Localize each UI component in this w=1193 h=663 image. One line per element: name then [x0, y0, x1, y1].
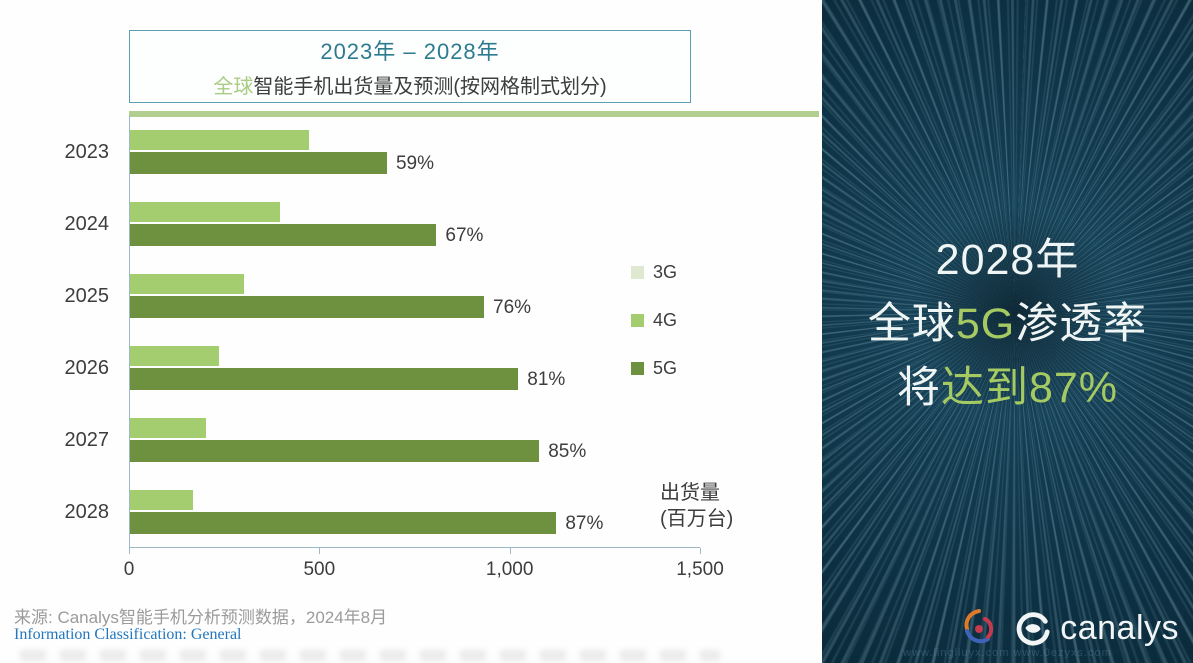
year-label-2023: 2023: [64, 141, 110, 163]
promo-headline: 2028年 全球5G渗透率 将达到87%: [822, 228, 1193, 420]
x-axis-unit-label: 出货量 (百万台): [660, 480, 770, 532]
pct-label-2028: 87%: [565, 513, 604, 534]
pct-label-2023: 59%: [395, 153, 434, 174]
year-label-2028: 2028: [64, 501, 110, 523]
legend-swatch-4g: [631, 314, 644, 327]
canalys-logo-text: canalys: [1060, 608, 1179, 647]
chart-title-main: 全球智能手机出货量及预测(按网格制式划分): [213, 70, 606, 99]
x-tick: [509, 548, 511, 554]
x-axis-line: [129, 547, 700, 548]
bar-5g-2027: [130, 440, 540, 462]
headline-line3: 将达到87%: [896, 364, 1119, 412]
x-tick: [700, 548, 701, 554]
bar-5g-2025: [130, 296, 485, 318]
logo-row: canalys: [958, 607, 1179, 649]
legend-item-5g: 5G: [631, 358, 677, 379]
canalys-swirl-icon: [1016, 612, 1050, 646]
bar-4g-2025: [130, 274, 245, 294]
bar-5g-2026: [130, 368, 519, 390]
x-tick-label-1,500: 1,500: [676, 559, 724, 580]
legend-label-5g: 5G: [653, 358, 678, 378]
source-text: 来源: Canalys智能手机分析预测数据，2024年8月: [14, 608, 388, 627]
legend-swatch-5g: [631, 362, 644, 375]
x-tick-label-0: 0: [123, 559, 135, 580]
bar-4g-2026: [130, 346, 220, 366]
year-label-2024: 2024: [64, 213, 110, 235]
y-axis-line: [129, 115, 130, 547]
bar-plot: 2023 59% 2024 67% 2025 76% 2026 81% 2027 85% 2028 8…: [65, 115, 724, 580]
classification-text: Information Classification: General: [14, 626, 242, 643]
x-axis-unit-line1: 出货量: [660, 482, 720, 504]
headline-line2: 全球5G渗透率: [867, 300, 1148, 348]
legend-label-4g: 4G: [653, 310, 678, 330]
pct-label-2026: 81%: [527, 369, 566, 390]
chart-title-box: 2023年 – 2028年 全球智能手机出货量及预测(按网格制式划分): [129, 30, 691, 103]
headline-line1: 2028年: [935, 236, 1080, 284]
legend-swatch-3g: [631, 266, 644, 279]
bar-4g-2028: [130, 490, 193, 510]
chart-title-rest: 智能手机出货量及预测(按网格制式划分): [253, 76, 607, 98]
canalys-logo: canalys: [1014, 609, 1179, 648]
watermark-urls: www.lingliuyx.com www.0ezyxs.com: [903, 647, 1112, 659]
chart-title-highlight: 全球: [213, 76, 254, 98]
plot-top-divider: [129, 111, 819, 117]
year-label-2025: 2025: [64, 285, 110, 307]
promo-panel: 2028年 全球5G渗透率 将达到87% canalys www.lingliu…: [822, 0, 1193, 663]
blurred-watermark-strip: [20, 650, 720, 661]
chart-title-years: 2023年 – 2028年: [320, 39, 500, 64]
bar-4g-2027: [130, 418, 207, 438]
legend: 3G 4G 5G: [631, 262, 677, 379]
year-label-2026: 2026: [64, 357, 110, 379]
chart-area: 2023年 – 2028年 全球智能手机出货量及预测(按网格制式划分) 2023…: [14, 30, 819, 661]
year-label-2027: 2027: [64, 429, 110, 451]
x-tick: [129, 548, 130, 554]
pct-label-2027: 85%: [548, 441, 587, 462]
colorful-swirl-watermark-icon: [964, 609, 994, 644]
legend-label-3g: 3G: [653, 262, 678, 282]
x-tick: [319, 548, 321, 554]
pct-label-2025: 76%: [493, 297, 532, 318]
legend-item-4g: 4G: [631, 310, 677, 331]
bar-5g-2024: [130, 224, 437, 246]
pct-label-2024: 67%: [445, 225, 484, 246]
bar-4g-2024: [130, 202, 281, 222]
bar-5g-2023: [130, 152, 387, 174]
x-axis-unit-line2: (百万台): [660, 508, 734, 530]
x-tick-label-500: 500: [303, 559, 336, 580]
x-tick-label-1,000: 1,000: [485, 559, 534, 580]
legend-item-3g: 3G: [631, 262, 677, 283]
bar-5g-2028: [130, 512, 557, 534]
bar-4g-2023: [130, 130, 309, 150]
